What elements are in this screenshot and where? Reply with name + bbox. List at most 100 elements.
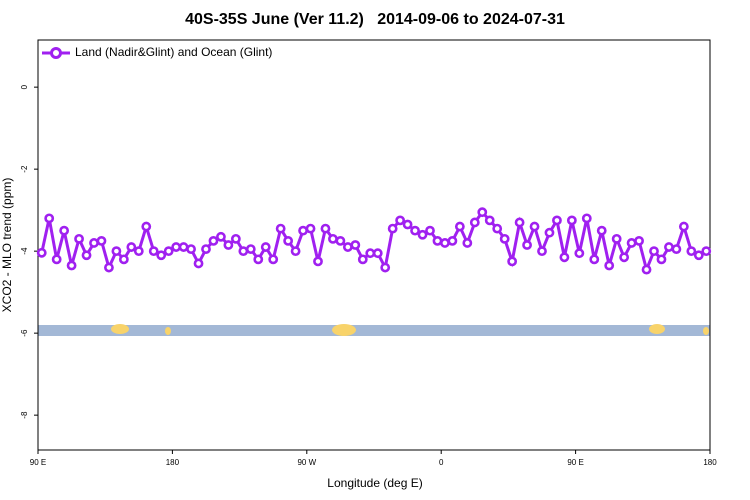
data-point [283, 235, 294, 246]
data-point [328, 233, 338, 244]
data-point [148, 246, 159, 257]
y-tick-label: 0 [20, 84, 29, 89]
data-point [118, 254, 129, 265]
data-point [253, 254, 264, 265]
data-point [342, 242, 353, 252]
data-point [454, 221, 465, 232]
data-point [634, 235, 644, 246]
data-point [514, 217, 525, 228]
data-point [477, 207, 488, 218]
data-point [141, 221, 152, 232]
data-point [230, 233, 241, 244]
data-point [611, 233, 622, 244]
data-point [469, 217, 480, 228]
data-point [417, 229, 428, 240]
y-axis-label: XCO2 - MLO trend (ppm) [0, 178, 14, 313]
data-point [216, 231, 226, 242]
data-point [552, 215, 562, 226]
data-point [686, 246, 697, 257]
x-axis-label: Longitude (deg E) [327, 476, 422, 490]
data-point [387, 223, 398, 234]
data-point [126, 242, 137, 252]
data-point [649, 246, 659, 257]
data-point [193, 258, 204, 269]
y-tick-label: -6 [20, 329, 29, 337]
data-point [671, 244, 682, 254]
data-point [432, 235, 443, 246]
data-point [425, 225, 435, 236]
data-point [544, 227, 555, 238]
data-point [678, 221, 689, 232]
data-point [589, 254, 600, 265]
data-point [507, 256, 518, 267]
data-point [178, 242, 189, 252]
x-tick-label: 90 E [30, 458, 46, 467]
data-point [350, 240, 361, 250]
data-point [201, 244, 211, 254]
data-point [320, 223, 331, 234]
data-point [440, 238, 450, 248]
series-line [40, 209, 707, 275]
x-tick-label: 180 [166, 458, 180, 467]
data-point [559, 252, 570, 263]
data-point [298, 225, 308, 236]
data-point [66, 260, 77, 271]
data-point [402, 219, 413, 230]
data-point [223, 240, 234, 250]
data-point [626, 238, 637, 248]
data-point [581, 213, 592, 224]
data-point [96, 235, 107, 246]
data-point [74, 233, 84, 244]
data-point [492, 223, 503, 234]
data-point [522, 240, 532, 250]
data-point [208, 235, 219, 246]
data-point [268, 254, 279, 265]
data-point [111, 246, 122, 257]
data-point [372, 248, 383, 259]
data-point [566, 215, 577, 226]
data-point [447, 235, 458, 246]
data-point [380, 262, 391, 273]
y-tick-label: -2 [20, 165, 29, 173]
data-point [701, 246, 712, 257]
data-point [89, 238, 99, 248]
data-point [410, 225, 420, 236]
data-point [171, 242, 182, 252]
data-point [335, 235, 346, 246]
legend-marker [50, 47, 62, 59]
data-point [51, 254, 62, 265]
data-point [619, 252, 630, 263]
data-point [290, 246, 301, 257]
data-point [133, 246, 144, 257]
data-point [604, 260, 615, 271]
data-point [245, 244, 256, 254]
data-point [156, 250, 167, 261]
data-point [693, 250, 704, 261]
data-point [260, 242, 271, 252]
data-point [238, 246, 249, 257]
data-point [44, 213, 55, 224]
data-point [357, 254, 368, 265]
data-point [664, 242, 674, 252]
data-point [574, 248, 585, 259]
data-point [313, 256, 323, 267]
x-tick-label: 90 E [567, 458, 583, 467]
data-point [529, 221, 540, 232]
data-point [462, 238, 473, 248]
data-point [365, 248, 376, 259]
map-strip [38, 324, 710, 336]
data-point [59, 225, 70, 236]
data-point [499, 233, 510, 244]
x-tick-label: 180 [703, 458, 717, 467]
data-point [104, 262, 114, 273]
data-point [656, 254, 667, 265]
data-point [596, 225, 607, 236]
data-point [484, 215, 495, 226]
data-point [81, 250, 92, 261]
x-tick-label: 90 W [297, 458, 316, 467]
data-point [163, 246, 174, 257]
y-tick-label: -4 [20, 247, 29, 255]
data-point [275, 223, 286, 234]
data-point [186, 244, 196, 254]
